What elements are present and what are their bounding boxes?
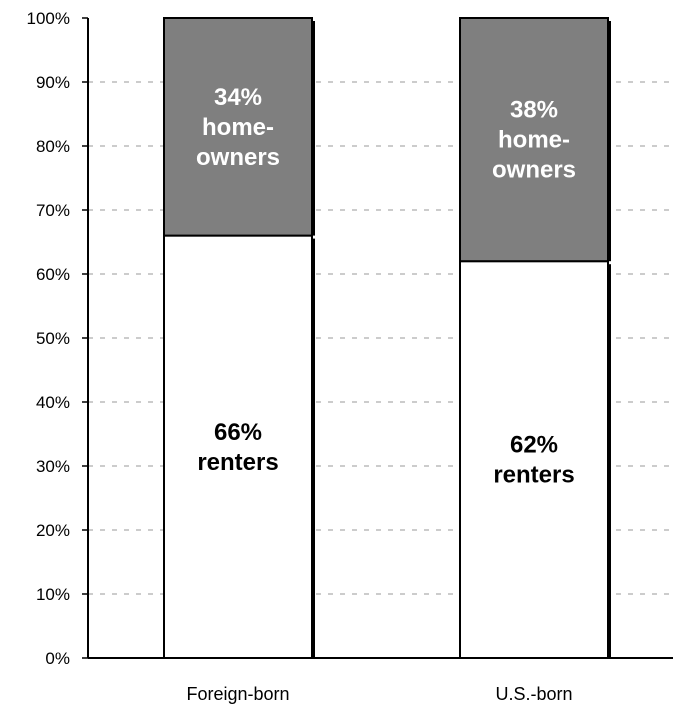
bar-segment-label: 34%	[214, 84, 262, 111]
bar-segment-label: home-	[498, 127, 570, 154]
bar-segment	[163, 234, 313, 659]
bar-segment	[163, 17, 313, 237]
bar-segment-label: renters	[197, 449, 278, 476]
labels: 66% renters 34% home-owners Foreign-born 62% r…	[186, 84, 576, 704]
y-tick-label: 50%	[36, 329, 70, 348]
y-tick-label: 90%	[36, 73, 70, 92]
axes: 0% 10% 20% 30% 40% 50% 60% 70% 80% 90% 100%	[27, 9, 673, 668]
y-tick-label: 100%	[27, 9, 70, 28]
bar-segment-label: 62%	[510, 432, 558, 459]
y-tick-label: 30%	[36, 457, 70, 476]
y-tick-label: 60%	[36, 265, 70, 284]
y-tick-label: 20%	[36, 521, 70, 540]
bar-segment-label: 66%	[214, 419, 262, 446]
bars	[163, 17, 611, 659]
bar-segment-label: owners	[492, 157, 576, 184]
x-category-label: Foreign-born	[186, 684, 289, 704]
bar-segment-label: owners	[196, 144, 280, 171]
y-tick-label: 0%	[45, 649, 70, 668]
bar-segment	[459, 17, 609, 263]
bar-segment-label: 38%	[510, 97, 558, 124]
y-tick-label: 40%	[36, 393, 70, 412]
bar-segment	[459, 260, 609, 659]
y-tick-label: 10%	[36, 585, 70, 604]
bar-segment-label: home-	[202, 114, 274, 141]
y-tick-label: 70%	[36, 201, 70, 220]
x-category-label: U.S.-born	[495, 684, 572, 704]
bar-segment-label: renters	[493, 462, 574, 489]
y-tick-label: 80%	[36, 137, 70, 156]
